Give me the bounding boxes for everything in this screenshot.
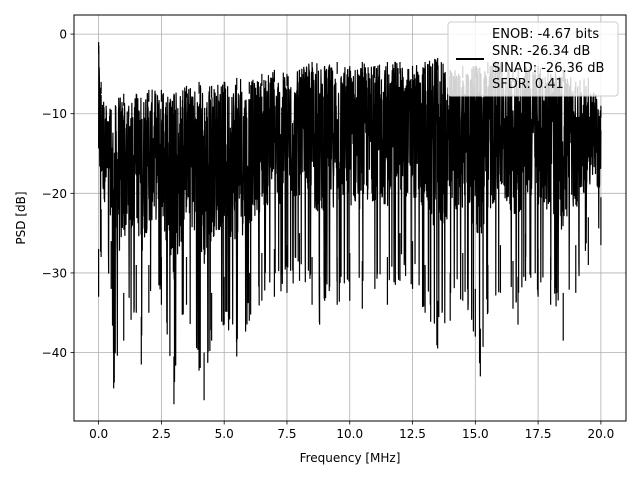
y-axis-label: PSD [dB] bbox=[14, 191, 28, 244]
x-tick-label: 7.5 bbox=[277, 427, 296, 441]
x-tick-label: 15.0 bbox=[462, 427, 489, 441]
x-tick-label: 2.5 bbox=[152, 427, 171, 441]
x-tick-label: 0.0 bbox=[89, 427, 108, 441]
y-axis-ticks: 0 −10 −20 −30 −40 bbox=[42, 28, 74, 360]
legend-sfdr: SFDR: 0.41 bbox=[492, 77, 564, 92]
x-tick-label: 5.0 bbox=[215, 427, 234, 441]
legend: ENOB: -4.67 bits SNR: -26.34 dB SINAD: -… bbox=[447, 21, 619, 97]
legend-snr: SNR: -26.34 dB bbox=[492, 44, 590, 59]
legend-enob: ENOB: -4.67 bits bbox=[492, 27, 599, 42]
x-axis-ticks: 0.0 2.5 5.0 7.5 10.0 12.5 15.0 17.5 20.0 bbox=[89, 421, 614, 441]
x-tick-label: 17.5 bbox=[525, 427, 552, 441]
x-tick-label: 10.0 bbox=[336, 427, 363, 441]
y-tick-label: −30 bbox=[42, 266, 67, 280]
legend-sinad: SINAD: -26.36 dB bbox=[492, 61, 604, 76]
y-tick-label: 0 bbox=[59, 28, 67, 42]
legend-box bbox=[447, 21, 619, 97]
x-axis-label: Frequency [MHz] bbox=[300, 451, 401, 465]
y-tick-label: −40 bbox=[42, 346, 67, 360]
y-tick-label: −10 bbox=[42, 107, 67, 121]
y-tick-label: −20 bbox=[42, 187, 67, 201]
x-tick-label: 12.5 bbox=[399, 427, 426, 441]
x-tick-label: 20.0 bbox=[588, 427, 615, 441]
